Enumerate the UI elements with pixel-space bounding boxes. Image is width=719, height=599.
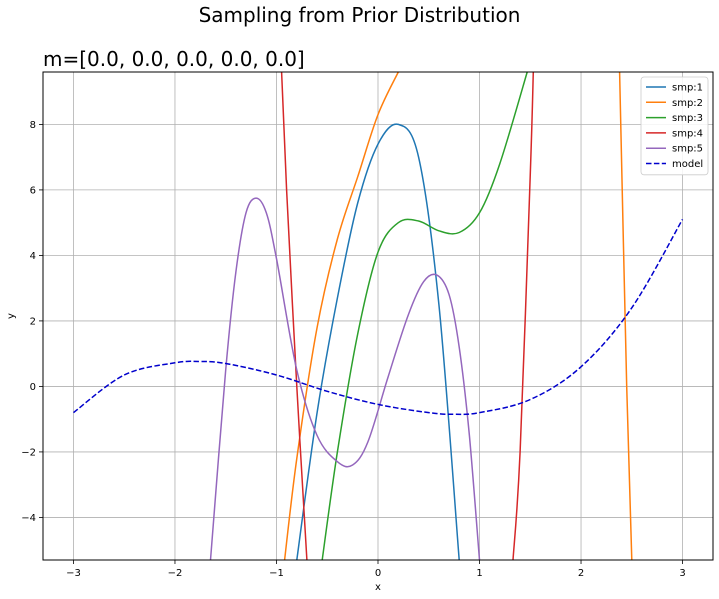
y-tick-label: 4 [30, 251, 36, 262]
y-tick-label: 0 [30, 382, 36, 393]
x-tick-label: 2 [578, 568, 584, 579]
figure-title: Sampling from Prior Distribution [199, 3, 521, 27]
series-line-smp-1 [296, 123, 460, 560]
y-tick-label: −4 [21, 513, 36, 524]
legend-label: model [672, 159, 703, 170]
series-line-smp-2 [283, 72, 399, 560]
y-tick-label: 2 [30, 316, 36, 327]
legend-label: smp:1 [672, 83, 703, 94]
legend-label: smp:4 [672, 128, 703, 139]
legend-label: smp:2 [672, 98, 703, 109]
x-tick-label: 3 [679, 568, 685, 579]
x-tick-label: −1 [269, 568, 284, 579]
series-line-smp-2 [618, 72, 633, 560]
x-tick-label: 1 [476, 568, 482, 579]
y-tick-label: 6 [30, 185, 36, 196]
x-tick-label: −3 [66, 568, 81, 579]
series-line-model [73, 219, 684, 416]
series-line-smp-4 [512, 72, 535, 560]
axes-title: m=[0.0, 0.0, 0.0, 0.0, 0.0] [43, 47, 305, 71]
legend-label: smp:5 [672, 144, 703, 155]
y-axis-label: y [6, 313, 17, 319]
series-line-smp-4 [280, 72, 308, 560]
series-line-smp-3 [321, 72, 528, 560]
series-line-smp-5 [209, 197, 481, 560]
x-axis-label: x [375, 582, 381, 593]
x-tick-label: 0 [375, 568, 381, 579]
ticks: −3 −2 −1 0 1 2 3 −4 −2 0 2 4 6 8 [21, 120, 685, 579]
x-tick-label: −2 [168, 568, 183, 579]
y-tick-label: −2 [21, 447, 36, 458]
legend: smp:1 smp:2 smp:3 smp:4 smp:5 model [640, 76, 709, 176]
legend-box [640, 76, 709, 176]
grid [43, 72, 713, 560]
legend-label: smp:3 [672, 113, 703, 124]
y-tick-label: 8 [30, 120, 36, 131]
series-group [73, 72, 684, 560]
